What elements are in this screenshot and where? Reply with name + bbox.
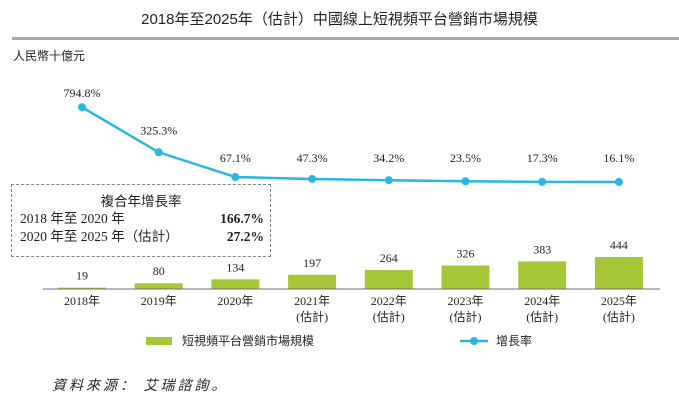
cagr-value: 27.2% — [226, 229, 264, 244]
bar — [518, 261, 567, 289]
bar — [211, 279, 260, 289]
title-rule — [12, 37, 679, 40]
chart-title: 2018年至2025年（估計）中國線上短視頻平台營銷市場規模 — [141, 11, 538, 28]
cagr-period: 2018 年至 2020 年 — [20, 211, 125, 226]
bar — [594, 257, 643, 289]
bar — [364, 269, 413, 289]
bar — [134, 283, 183, 289]
x-tick-sublabel: (估計) — [373, 309, 405, 324]
growth-label: 794.8% — [64, 86, 101, 100]
growth-label: 34.2% — [373, 151, 404, 165]
bar-value-label: 326 — [457, 247, 475, 261]
x-tick-label: 2018年 — [64, 294, 100, 308]
growth-point — [614, 177, 623, 186]
bar-value-label: 264 — [380, 251, 398, 265]
bar-value-label: 383 — [533, 242, 551, 256]
bar — [441, 265, 490, 289]
x-tick-sublabel: (估計) — [296, 309, 328, 324]
bar — [58, 287, 106, 289]
growth-point — [154, 148, 163, 157]
growth-point — [78, 103, 86, 112]
x-tick-label: 2023年 — [447, 294, 483, 308]
growth-label: 23.5% — [450, 151, 481, 165]
x-tick-label: 2025年 — [601, 294, 637, 308]
x-tick-sublabel: (估計) — [450, 309, 482, 324]
x-tick-label: 2021年 — [294, 294, 330, 308]
x-tick-label: 2022年 — [371, 294, 407, 308]
growth-label: 16.1% — [603, 151, 634, 165]
x-tick-label: 2020年 — [217, 294, 253, 308]
growth-point — [384, 176, 393, 185]
bar-value-label: 80 — [153, 264, 165, 278]
cagr-period: 2020 年至 2025 年（估計） — [20, 229, 179, 244]
cagr-box: 複合年增長率 2018 年至 2020 年 166.7% 2020 年至 202… — [11, 184, 271, 257]
legend-bar-label: 短視頻平台營銷市場規模 — [182, 334, 315, 348]
x-tick-sublabel: (估計) — [526, 309, 558, 324]
growth-point — [461, 177, 470, 186]
cagr-heading: 複合年增長率 — [100, 194, 182, 209]
cagr-row: 2020 年至 2025 年（估計） 27.2% — [12, 228, 270, 246]
bar-value-label: 134 — [226, 260, 244, 274]
x-tick-label: 2019年 — [141, 294, 177, 308]
growth-label: 325.3% — [140, 123, 177, 137]
x-tick-sublabel: (估計) — [603, 309, 635, 324]
legend-line: 增長率 — [460, 332, 532, 349]
growth-line — [81, 106, 619, 184]
bar-value-label: 19 — [76, 269, 88, 283]
growth-point — [538, 177, 547, 186]
legend-bar: 短視頻平台營銷市場規模 — [146, 332, 314, 349]
growth-label: 67.1% — [220, 151, 251, 165]
cagr-row: 2018 年至 2020 年 166.7% — [12, 210, 270, 228]
line-marker-icon — [460, 336, 488, 345]
growth-point — [308, 174, 317, 183]
cagr-value: 166.7% — [220, 211, 264, 226]
growth-label: 17.3% — [527, 151, 558, 165]
legend-line-label: 增長率 — [496, 334, 533, 348]
source-note: 資料來源： 艾瑞諮詢。 — [52, 379, 229, 394]
growth-label: 47.3% — [297, 151, 328, 165]
chart-canvas: 192018年802019年1342020年1972021年(估計)264202… — [43, 86, 660, 324]
bar — [288, 274, 337, 289]
x-tick-label: 2024年 — [524, 294, 560, 308]
bar-value-label: 444 — [610, 238, 628, 252]
bar-value-label: 197 — [303, 256, 321, 270]
bar-swatch-icon — [146, 336, 172, 345]
unit-label: 人民幣十億元 — [13, 49, 86, 63]
growth-point — [231, 173, 240, 182]
